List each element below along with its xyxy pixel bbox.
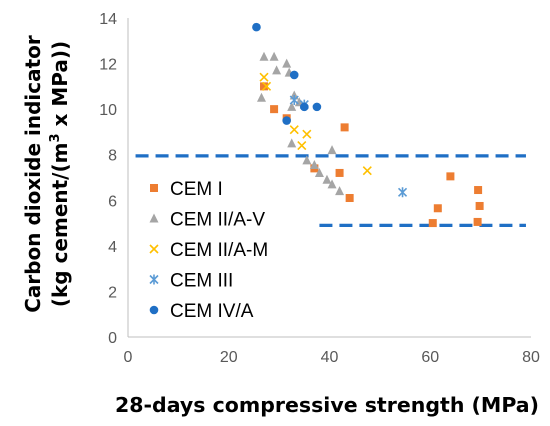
data-point	[289, 125, 299, 135]
legend-label: CEM IV/A	[170, 301, 254, 322]
data-point	[287, 101, 297, 111]
data-point	[302, 155, 312, 165]
data-point	[362, 166, 372, 176]
data-point	[314, 167, 324, 177]
data-point	[282, 116, 291, 125]
data-point	[335, 186, 345, 196]
legend-marker	[149, 213, 159, 223]
data-point	[433, 204, 442, 213]
reference-lines	[135, 154, 526, 227]
data-point	[302, 129, 312, 139]
data-point	[260, 82, 269, 91]
legend-item: CEM III	[149, 271, 233, 292]
data-point	[327, 179, 337, 189]
data-point	[287, 138, 297, 148]
x-tick-labels: 0 20 40 60 80	[124, 349, 540, 366]
legend-item: CEM I	[150, 179, 223, 200]
y-tick-label: 10	[99, 102, 117, 119]
data-point	[428, 219, 437, 228]
y-axis-title: Carbon dioxide indicator (kg cement/(m3 …	[21, 35, 72, 313]
legend-marker	[149, 244, 159, 254]
data-point	[272, 65, 282, 75]
x-tick-label: 60	[421, 349, 439, 366]
data-point	[259, 72, 269, 82]
data-points	[252, 22, 484, 228]
y-tick-label: 0	[108, 330, 117, 347]
y-tick-label: 12	[99, 57, 117, 74]
legend-marker	[150, 184, 158, 192]
data-point	[289, 70, 299, 80]
x-axis-title: 28-days compressive strength (MPa)	[115, 393, 539, 417]
y-tick-label: 6	[108, 193, 117, 210]
data-point	[282, 58, 292, 68]
axes	[127, 18, 531, 338]
legend-label: CEM II/A-M	[170, 240, 268, 261]
data-point	[335, 168, 344, 177]
data-point	[269, 51, 279, 61]
data-point	[446, 172, 455, 181]
legend-marker	[149, 305, 159, 315]
x-tick-label: 80	[522, 349, 540, 366]
data-point	[252, 22, 261, 32]
data-point	[309, 159, 319, 169]
y-axis-title-line1: Carbon dioxide indicator	[21, 35, 45, 313]
y-tick-label: 2	[108, 284, 117, 301]
y-tick-label: 14	[99, 11, 117, 28]
data-point	[270, 105, 279, 114]
data-point	[300, 102, 309, 112]
data-point	[475, 201, 484, 210]
data-point	[474, 186, 483, 195]
y-tick-label: 8	[108, 148, 117, 165]
legend-item: CEM II/A-V	[149, 210, 265, 231]
data-point	[340, 123, 349, 132]
y-tick-labels: 0 2 4 6 8 10 12 14	[99, 11, 117, 347]
data-point	[397, 187, 408, 198]
data-point	[256, 92, 266, 102]
x-tick-label: 0	[124, 349, 133, 366]
data-point	[327, 145, 337, 155]
legend-label: CEM I	[170, 179, 223, 200]
data-point	[345, 194, 354, 203]
data-point	[289, 95, 299, 106]
y-tick-label: 4	[108, 239, 117, 256]
data-point	[297, 141, 307, 151]
data-point	[473, 217, 482, 226]
data-point	[312, 102, 322, 112]
legend-label: CEM III	[170, 271, 233, 292]
x-tick-label: 20	[220, 349, 238, 366]
y-axis-title-line2: (kg cement/(m3 x MPa))	[48, 41, 72, 307]
legend: CEM I CEM II/A-V CEM II/A-M CEM III CEM IV/A	[149, 179, 268, 322]
legend-item: CEM II/A-M	[149, 240, 268, 261]
data-point	[261, 81, 272, 91]
legend-label: CEM II/A-V	[170, 210, 265, 231]
data-point	[259, 51, 269, 61]
data-point	[322, 174, 332, 184]
legend-item: CEM IV/A	[149, 301, 254, 322]
x-tick-label: 40	[321, 349, 339, 366]
legend-marker	[149, 274, 159, 285]
